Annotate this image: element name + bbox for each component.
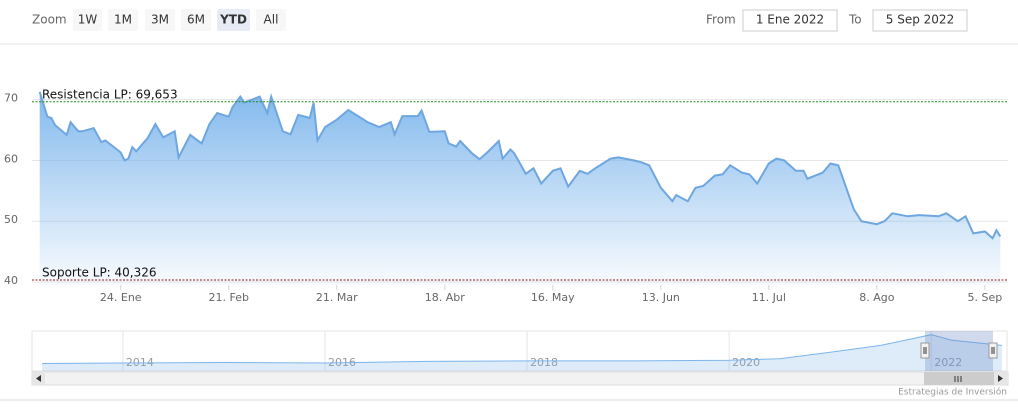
plot-line-label: Soporte LP: 40,326 bbox=[42, 265, 157, 279]
x-tick-label: 18. Abr bbox=[425, 291, 465, 304]
range-button[interactable] bbox=[145, 9, 175, 31]
range-button-label[interactable]: 1W bbox=[78, 13, 98, 27]
thumb-grip bbox=[954, 376, 962, 382]
x-tick-label: 5. Sep bbox=[967, 291, 1002, 304]
range-button[interactable] bbox=[73, 9, 102, 31]
x-tick-label: 11. Jul bbox=[752, 291, 786, 304]
navigator-label: 2018 bbox=[530, 356, 558, 369]
y-tick-label: 70 bbox=[4, 92, 18, 105]
plot-line-label: Resistencia LP: 69,653 bbox=[42, 87, 178, 101]
handle-grip bbox=[923, 347, 927, 354]
scrollbar[interactable] bbox=[31, 371, 1009, 386]
range-button-label[interactable]: All bbox=[264, 13, 279, 27]
to-input[interactable] bbox=[872, 9, 968, 32]
arrow-right bbox=[998, 375, 1003, 382]
y-tick-label: 40 bbox=[4, 274, 18, 287]
x-tick-label: 21. Feb bbox=[209, 291, 249, 304]
y-tick-label: 50 bbox=[4, 213, 18, 226]
navigator-line bbox=[42, 334, 1002, 364]
area-fill bbox=[39, 91, 1001, 285]
x-tick-label: 13. Jun bbox=[642, 291, 680, 304]
range-button-label[interactable]: 6M bbox=[187, 13, 205, 27]
x-tick-label: 24. Ene bbox=[100, 291, 142, 304]
range-button[interactable] bbox=[256, 9, 286, 31]
from-value[interactable]: 1 Ene 2022 bbox=[756, 13, 824, 27]
navigator-mask[interactable] bbox=[925, 331, 993, 371]
handle-grip bbox=[991, 347, 995, 354]
navigator-area bbox=[42, 334, 1002, 371]
x-tick-label: 8. Ago bbox=[859, 291, 894, 304]
to-value[interactable]: 5 Sep 2022 bbox=[886, 13, 954, 27]
zoom-label: Zoom bbox=[32, 13, 67, 27]
navigator-handle[interactable] bbox=[988, 342, 998, 359]
x-tick-label: 21. Mar bbox=[316, 291, 358, 304]
range-button-label[interactable]: 3M bbox=[151, 13, 169, 27]
from-input[interactable] bbox=[742, 9, 838, 32]
price-line bbox=[38, 91, 1002, 240]
credits: Estrategias de Inversión bbox=[898, 387, 1007, 398]
from-label: From bbox=[706, 13, 736, 27]
range-button-label[interactable]: 1M bbox=[114, 13, 132, 27]
range-button-label[interactable]: YTD bbox=[219, 13, 247, 27]
scroll-thumb[interactable] bbox=[924, 372, 994, 385]
range-button[interactable] bbox=[217, 9, 250, 31]
arrow-left bbox=[36, 375, 41, 382]
navigator-handle[interactable] bbox=[920, 342, 930, 359]
range-button[interactable] bbox=[181, 9, 211, 31]
x-tick-label: 16. May bbox=[531, 291, 575, 304]
y-tick-label: 60 bbox=[4, 152, 18, 165]
to-label: To bbox=[848, 13, 862, 27]
navigator-frame bbox=[31, 330, 1008, 372]
navigator-label: 2022 bbox=[934, 356, 962, 369]
range-button[interactable] bbox=[108, 9, 138, 31]
